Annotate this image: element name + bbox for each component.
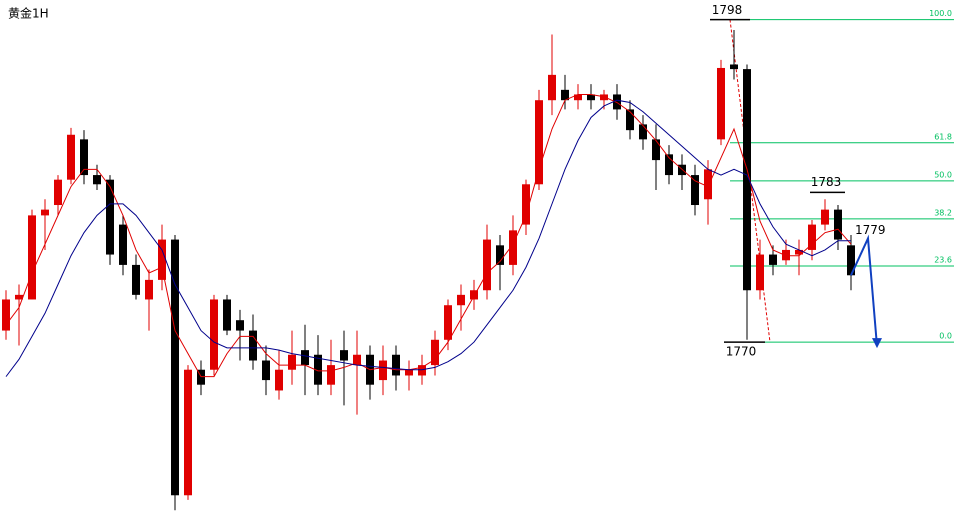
candle-body bbox=[522, 184, 530, 225]
candle-body bbox=[379, 360, 387, 381]
candle-body bbox=[730, 64, 738, 70]
candle-body bbox=[535, 100, 543, 185]
candle-body bbox=[67, 134, 75, 180]
candle-body bbox=[600, 94, 608, 101]
candle-body bbox=[392, 354, 400, 376]
level-label: 1770 bbox=[726, 345, 757, 359]
candle-body bbox=[262, 360, 270, 381]
candle-body bbox=[353, 354, 361, 366]
candle-body bbox=[275, 369, 283, 391]
candle-body bbox=[444, 305, 452, 340]
forecast-path bbox=[850, 234, 878, 347]
candle-body bbox=[184, 369, 192, 496]
candle-body bbox=[548, 74, 556, 101]
candle-body bbox=[431, 339, 439, 366]
candle-body bbox=[821, 209, 829, 225]
candle-body bbox=[691, 175, 699, 206]
candle-body bbox=[119, 224, 127, 265]
candle-body bbox=[743, 69, 751, 291]
candle-body bbox=[41, 209, 49, 216]
candle-body bbox=[314, 354, 322, 385]
candle-body bbox=[236, 320, 244, 331]
candle-body bbox=[171, 239, 179, 496]
level-label: 1783 bbox=[811, 175, 842, 189]
level-label: 1798 bbox=[712, 3, 743, 17]
moving-average bbox=[5, 99, 851, 377]
candle-body bbox=[613, 94, 621, 110]
fib-label: 0.0 bbox=[939, 332, 952, 341]
fib-label: 61.8 bbox=[934, 132, 952, 141]
candle-body bbox=[340, 350, 348, 361]
candle-body bbox=[457, 294, 465, 306]
candle-body bbox=[15, 294, 23, 300]
candle-body bbox=[483, 239, 491, 291]
candle-body bbox=[249, 330, 257, 361]
candle-body bbox=[795, 249, 803, 255]
candle-body bbox=[639, 124, 647, 140]
candle-body bbox=[509, 230, 517, 265]
candle-body bbox=[93, 175, 101, 185]
candle-body bbox=[808, 224, 816, 250]
candle-body bbox=[210, 299, 218, 370]
moving-average bbox=[5, 93, 852, 378]
candle-body bbox=[327, 365, 335, 385]
candle-body bbox=[54, 179, 62, 206]
candle-body bbox=[704, 169, 712, 200]
candle-body bbox=[782, 249, 790, 261]
candle-body bbox=[418, 365, 426, 376]
candle-body bbox=[145, 279, 153, 300]
candle-body bbox=[626, 109, 634, 131]
candle-body bbox=[301, 350, 309, 366]
candle-body bbox=[561, 89, 569, 101]
forecast-arrowhead bbox=[872, 338, 882, 349]
candle-body bbox=[756, 254, 764, 291]
candle-body bbox=[847, 245, 855, 276]
candle-body bbox=[834, 209, 842, 240]
candle-body bbox=[496, 245, 504, 265]
level-label: 1779 bbox=[855, 223, 886, 237]
candle-body bbox=[470, 290, 478, 300]
candle-body bbox=[574, 94, 582, 101]
candle-body bbox=[158, 239, 166, 280]
candle-body bbox=[288, 354, 296, 370]
candle-body bbox=[28, 215, 36, 300]
fib-label: 23.6 bbox=[934, 255, 952, 264]
candle-body bbox=[405, 369, 413, 376]
candle-body bbox=[80, 139, 88, 176]
candle-body bbox=[665, 154, 673, 176]
candle-body bbox=[197, 369, 205, 385]
fib-label: 50.0 bbox=[934, 170, 952, 179]
fib-label: 100.0 bbox=[929, 9, 952, 18]
candle-body bbox=[106, 179, 114, 255]
candle-body bbox=[652, 139, 660, 161]
candle-body bbox=[223, 299, 231, 331]
candle-body bbox=[132, 264, 140, 295]
fib-label: 38.2 bbox=[934, 208, 952, 217]
candle-body bbox=[587, 94, 595, 101]
candle-body bbox=[717, 67, 725, 140]
candle-body bbox=[2, 299, 10, 331]
chart-title: 黄金1H bbox=[8, 6, 49, 21]
candle-body bbox=[769, 254, 777, 265]
